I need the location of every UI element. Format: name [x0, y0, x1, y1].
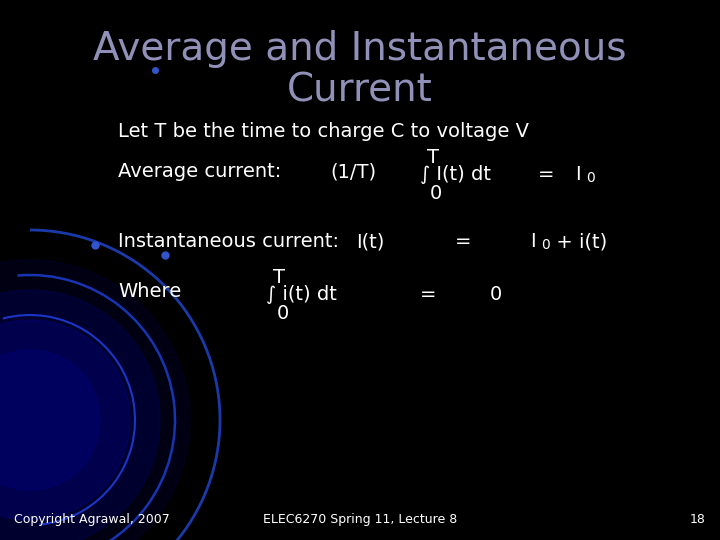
Text: 0: 0: [586, 171, 595, 185]
Circle shape: [0, 350, 100, 490]
Text: Where: Where: [118, 282, 181, 301]
Text: Current: Current: [287, 72, 433, 110]
Text: + i(t): + i(t): [550, 232, 607, 251]
Text: 0: 0: [490, 285, 503, 304]
Text: I: I: [575, 165, 580, 184]
Text: T: T: [427, 148, 439, 167]
Text: I: I: [530, 232, 536, 251]
Text: Instantaneous current:: Instantaneous current:: [118, 232, 339, 251]
Text: ∫ i(t) dt: ∫ i(t) dt: [266, 285, 337, 304]
Circle shape: [0, 290, 160, 540]
Text: 0: 0: [541, 238, 550, 252]
Text: Average and Instantaneous: Average and Instantaneous: [94, 30, 626, 68]
Text: Let T be the time to charge C to voltage V: Let T be the time to charge C to voltage…: [118, 122, 529, 141]
Text: 0: 0: [277, 304, 289, 323]
Text: 0: 0: [430, 184, 442, 203]
Text: 18: 18: [690, 513, 706, 526]
Text: I(t): I(t): [356, 232, 384, 251]
Text: =: =: [538, 165, 554, 184]
Text: (1/T): (1/T): [330, 162, 376, 181]
Text: T: T: [273, 268, 285, 287]
Text: ∫ I(t) dt: ∫ I(t) dt: [420, 165, 491, 184]
Text: =: =: [455, 232, 472, 251]
Text: Average current:: Average current:: [118, 162, 282, 181]
Text: Copyright Agrawal, 2007: Copyright Agrawal, 2007: [14, 513, 170, 526]
Text: =: =: [420, 285, 436, 304]
Circle shape: [0, 260, 190, 540]
Text: ELEC6270 Spring 11, Lecture 8: ELEC6270 Spring 11, Lecture 8: [263, 513, 457, 526]
Circle shape: [0, 320, 130, 520]
